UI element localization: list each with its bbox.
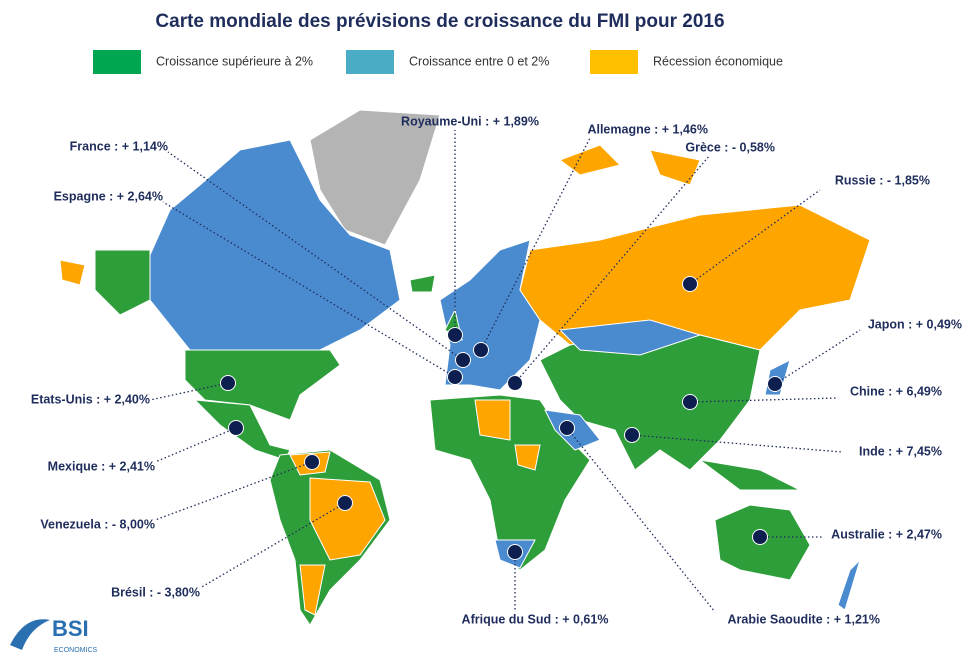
callout-label: Japon : + 0,49% — [868, 317, 962, 331]
country-dot — [304, 454, 320, 470]
leader-line — [154, 427, 237, 463]
logo: BSI ECONOMICS — [10, 616, 98, 654]
country-dot — [767, 376, 783, 392]
world-map — [59, 109, 871, 626]
leader-line — [167, 151, 464, 361]
leader-line — [566, 427, 716, 613]
callout-label: Inde : + 7,45% — [859, 444, 942, 458]
leader-line — [631, 434, 843, 453]
country-dot — [220, 375, 236, 391]
logo-tagline: ECONOMICS — [54, 647, 98, 654]
callout-label: Grèce : - 0,58% — [685, 140, 775, 154]
callout-label: Espagne : + 2,64% — [54, 189, 163, 203]
leader-line — [689, 397, 839, 403]
callout-label: Chine : + 6,49% — [850, 384, 942, 398]
callout-label: Royaume-Uni : + 1,89% — [401, 114, 539, 128]
callout-label: Russie : - 1,85% — [835, 173, 930, 187]
country-dot — [507, 544, 523, 560]
leader-line — [199, 502, 346, 589]
legend-label: Croissance supérieure à 2% — [156, 54, 313, 68]
country-dot — [752, 529, 768, 545]
callout-label: Etats-Unis : + 2,40% — [31, 392, 150, 406]
legend-swatch — [346, 50, 394, 74]
legend: Croissance supérieure à 2% Croissance ent… — [93, 50, 783, 74]
leader-line — [162, 201, 456, 378]
country-dot — [559, 420, 575, 436]
country-dot — [473, 342, 489, 358]
callout-label: Brésil : - 3,80% — [111, 585, 200, 599]
legend-swatch — [93, 50, 141, 74]
callout-label: Venezuela : - 8,00% — [40, 517, 155, 531]
country-dot — [447, 327, 463, 343]
callout-label: Allemagne : + 1,46% — [587, 122, 708, 136]
country-dot — [682, 276, 698, 292]
title: Carte mondiale des prévisions de croissa… — [155, 11, 724, 32]
country-dot — [624, 427, 640, 443]
callout-label: Mexique : + 2,41% — [48, 459, 155, 473]
country-dot — [455, 352, 471, 368]
legend-swatch — [590, 50, 638, 74]
leader-line — [149, 382, 229, 401]
leader-line — [774, 329, 861, 385]
callout-label: France : + 1,14% — [70, 139, 168, 153]
leader-line — [689, 189, 821, 285]
legend-label: Récession économique — [653, 54, 783, 68]
country-dot — [507, 375, 523, 391]
legend-label: Croissance entre 0 et 2% — [409, 54, 549, 68]
callouts: France : + 1,14% Espagne : + 2,64% Royaume… — [31, 114, 962, 626]
country-dot — [682, 394, 698, 410]
country-dot — [337, 495, 353, 511]
country-dot — [228, 420, 244, 436]
callout-label: Arabie Saoudite : + 1,21% — [728, 612, 880, 626]
callout-label: Australie : + 2,47% — [831, 527, 942, 541]
country-dot — [447, 369, 463, 385]
callout-label: Afrique du Sud : + 0,61% — [462, 612, 609, 626]
logo-name: BSI — [52, 616, 89, 641]
